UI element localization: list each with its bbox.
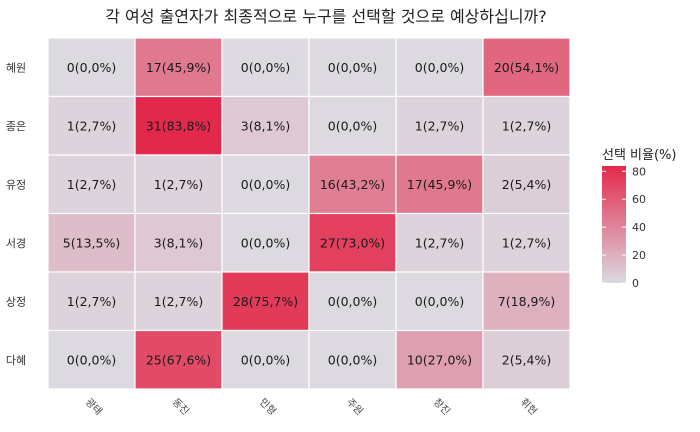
heatmap-cell <box>47 271 136 332</box>
heatmap-cell <box>308 95 397 156</box>
heatmap-cell <box>395 329 484 390</box>
heatmap-cell <box>47 329 136 390</box>
legend-tick-label: 0 <box>632 277 639 290</box>
legend: 선택 비율(%) 80 60 40 20 0 <box>602 148 676 290</box>
heatmap-cell <box>221 271 310 332</box>
cell-value-label: 2(5,4%) <box>502 352 551 367</box>
x-tick-label: 주원 <box>344 396 366 418</box>
cell-value-label: 0(0,0%) <box>241 177 290 192</box>
heatmap-cell <box>395 271 484 332</box>
cell-value-label: 7(18,9%) <box>498 294 555 309</box>
cell-value-label: 0(0,0%) <box>328 294 377 309</box>
heatmap-cell <box>395 154 484 215</box>
cell-value-label: 31(83,8%) <box>146 118 211 133</box>
cell-value-label: 10(27,0%) <box>407 352 472 367</box>
heatmap-cell <box>482 95 571 156</box>
heatmap-cell <box>134 95 223 156</box>
cell-value-label: 1(2,7%) <box>502 235 551 250</box>
cell-value-label: 1(2,7%) <box>67 177 116 192</box>
cell-value-label: 20(54,1%) <box>494 60 559 75</box>
heatmap-cell <box>482 329 571 390</box>
heatmap-cell <box>308 329 397 390</box>
heatmap-cell <box>308 154 397 215</box>
y-tick-label: 혜원 <box>6 61 26 74</box>
cell-value-label: 16(43,2%) <box>320 177 385 192</box>
x-tick-label: 동진 <box>170 396 192 418</box>
cell-value-label: 5(13,5%) <box>63 235 120 250</box>
chart-title: 각 여성 출연자가 최종적으로 누구를 선택할 것으로 예상하십니까? <box>105 7 547 26</box>
heatmap-cell <box>482 271 571 332</box>
cell-value-label: 0(0,0%) <box>328 118 377 133</box>
heatmap-cell <box>482 212 571 273</box>
heatmap-cell <box>134 212 223 273</box>
cell-value-label: 0(0,0%) <box>328 352 377 367</box>
heatmap-cell <box>47 212 136 273</box>
heatmap-cell <box>308 212 397 273</box>
cell-value-label: 0(0,0%) <box>67 60 116 75</box>
heatmap-cell <box>221 37 310 98</box>
cell-value-label: 2(5,4%) <box>502 177 551 192</box>
legend-ticks: 80 60 40 20 0 <box>602 165 646 290</box>
cell-value-label: 0(0,0%) <box>241 235 290 250</box>
heatmap-cells: 0(0,0%) 17(45,9%) 0(0,0%) 0(0,0%) 0(0,0%) 20(… <box>47 37 571 390</box>
heatmap-cell <box>134 37 223 98</box>
x-tick-label: 광태 <box>83 396 105 418</box>
y-tick-label: 다혜 <box>6 354 26 367</box>
heatmap-cell <box>134 154 223 215</box>
cell-value-label: 0(0,0%) <box>67 352 116 367</box>
cell-value-label: 1(2,7%) <box>415 118 464 133</box>
legend-tick-label: 40 <box>632 221 646 234</box>
legend-tick-label: 60 <box>632 193 646 206</box>
heatmap-cell <box>221 212 310 273</box>
legend-tick-label: 20 <box>632 249 646 262</box>
cell-value-label: 25(67,6%) <box>146 352 211 367</box>
legend-tick-label: 80 <box>632 165 646 178</box>
heatmap-cell <box>308 271 397 332</box>
x-tick-label: 창진 <box>431 396 453 418</box>
cell-value-label: 3(8,1%) <box>241 118 290 133</box>
cell-value-label: 1(2,7%) <box>154 294 203 309</box>
legend-colorbar <box>602 166 626 283</box>
y-tick-label: 상정 <box>6 295 26 308</box>
cell-value-label: 1(2,7%) <box>415 235 464 250</box>
x-axis-ticks: 광태 동진 민형 주원 창진 휘현 <box>83 396 540 418</box>
y-tick-label: 서경 <box>6 237 26 250</box>
x-tick-label: 민형 <box>257 396 279 418</box>
cell-value-label: 3(8,1%) <box>154 235 203 250</box>
y-tick-label: 종은 <box>6 120 26 133</box>
cell-value-label: 17(45,9%) <box>146 60 211 75</box>
cell-value-label: 0(0,0%) <box>415 60 464 75</box>
cell-value-label: 1(2,7%) <box>502 118 551 133</box>
cell-value-label: 27(73,0%) <box>320 235 385 250</box>
cell-value-label: 17(45,9%) <box>407 177 472 192</box>
cell-value-label: 1(2,7%) <box>67 118 116 133</box>
y-tick-label: 유정 <box>6 178 26 191</box>
cell-value-label: 0(0,0%) <box>415 294 464 309</box>
cell-value-label: 1(2,7%) <box>67 294 116 309</box>
heatmap-cell <box>482 37 571 98</box>
heatmap-cell <box>395 212 484 273</box>
cell-value-label: 0(0,0%) <box>328 60 377 75</box>
cell-value-label: 0(0,0%) <box>241 60 290 75</box>
cell-value-label: 0(0,0%) <box>241 352 290 367</box>
x-tick-label: 휘현 <box>518 396 540 418</box>
cell-value-label: 28(75,7%) <box>233 294 298 309</box>
cell-value-label: 1(2,7%) <box>154 177 203 192</box>
heatmap-cell <box>482 154 571 215</box>
heatmap-cell <box>47 37 136 98</box>
legend-title: 선택 비율(%) <box>602 148 676 163</box>
